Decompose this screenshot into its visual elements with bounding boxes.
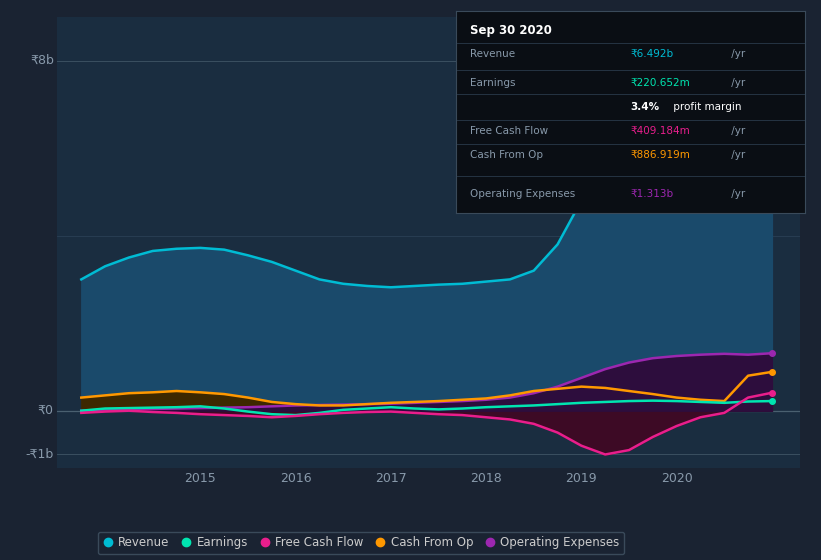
Text: ₹409.184m: ₹409.184m xyxy=(631,126,690,136)
Text: ₹220.652m: ₹220.652m xyxy=(631,78,690,88)
Text: ₹8b: ₹8b xyxy=(30,54,53,67)
Text: ₹886.919m: ₹886.919m xyxy=(631,150,690,160)
Text: profit margin: profit margin xyxy=(670,102,741,112)
Text: Earnings: Earnings xyxy=(470,78,515,88)
Text: Free Cash Flow: Free Cash Flow xyxy=(470,126,548,136)
Text: Cash From Op: Cash From Op xyxy=(470,150,543,160)
Text: Operating Expenses: Operating Expenses xyxy=(470,189,575,199)
Text: /yr: /yr xyxy=(728,189,745,199)
Text: Revenue: Revenue xyxy=(470,49,515,59)
Text: /yr: /yr xyxy=(728,126,745,136)
Text: ₹6.492b: ₹6.492b xyxy=(631,49,673,59)
Text: ₹1.313b: ₹1.313b xyxy=(631,189,673,199)
Text: ₹0: ₹0 xyxy=(38,404,53,417)
Text: Sep 30 2020: Sep 30 2020 xyxy=(470,24,552,37)
Text: /yr: /yr xyxy=(728,78,745,88)
Text: /yr: /yr xyxy=(728,49,745,59)
Text: /yr: /yr xyxy=(728,150,745,160)
Legend: Revenue, Earnings, Free Cash Flow, Cash From Op, Operating Expenses: Revenue, Earnings, Free Cash Flow, Cash … xyxy=(98,531,625,554)
Text: -₹1b: -₹1b xyxy=(25,448,53,461)
Text: 3.4%: 3.4% xyxy=(631,102,659,112)
